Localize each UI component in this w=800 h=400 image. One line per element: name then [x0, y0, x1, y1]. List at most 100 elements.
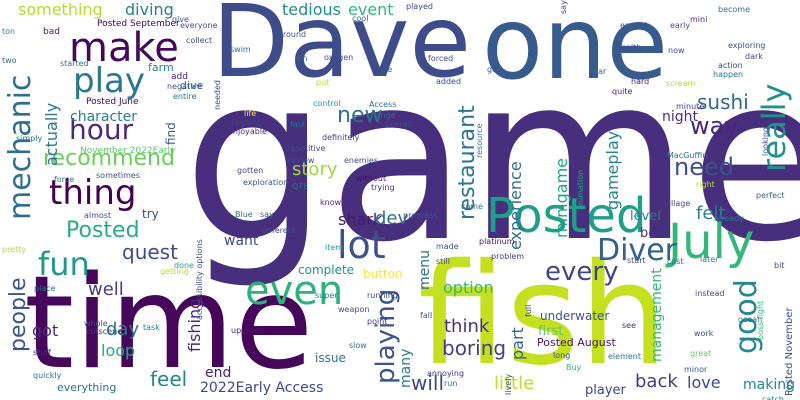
cloud-word: instead: [695, 289, 725, 298]
cloud-word: work: [694, 329, 714, 338]
cloud-word: tedious: [282, 0, 341, 19]
cloud-word: minute: [676, 102, 705, 111]
cloud-word: see: [622, 321, 637, 330]
cloud-word: enjoyable: [228, 127, 267, 136]
cloud-word: farm: [148, 61, 174, 74]
cloud-word: Blue: [235, 210, 253, 219]
cloud-word: trying: [371, 183, 395, 192]
cloud-word: management: [649, 268, 665, 362]
cloud-word: sin: [296, 54, 308, 63]
cloud-word: November 2022Early: [80, 146, 176, 156]
cloud-word: recommend: [43, 146, 175, 171]
cloud-word: July: [668, 214, 755, 270]
cloud-word: ocean: [738, 315, 763, 324]
cloud-word: made: [436, 242, 459, 251]
cloud-word: problem: [491, 252, 525, 261]
cloud-word: ton: [2, 27, 16, 36]
cloud-word: minor: [684, 365, 708, 374]
cloud-word: new: [337, 103, 383, 128]
cloud-word: actually: [42, 102, 61, 166]
cloud-word: quest: [122, 240, 178, 264]
cloud-word: felt: [696, 203, 726, 224]
cloud-word: dive: [180, 79, 204, 92]
cloud-word: Posted September: [97, 19, 180, 29]
cloud-word: complete: [298, 263, 355, 277]
cloud-word: annoying: [427, 369, 465, 378]
cloud-word: many: [398, 348, 414, 388]
cloud-word: gameplay: [603, 130, 622, 210]
cloud-word: want: [224, 233, 259, 249]
cloud-word: started: [60, 59, 89, 68]
cloud-word: swim: [230, 45, 251, 54]
cloud-word: underwater: [540, 309, 610, 323]
cloud-word: minigame: [552, 157, 571, 238]
cloud-word: done: [174, 261, 194, 270]
cloud-word: long: [553, 351, 571, 360]
cloud-word: entire: [173, 92, 197, 101]
cloud-word: platinum: [479, 237, 515, 246]
cloud-word: first: [538, 324, 564, 339]
cloud-word: back: [635, 371, 678, 392]
cloud-word: fall: [420, 311, 433, 320]
cloud-word: know: [320, 198, 342, 207]
cloud-word: sushi: [697, 90, 749, 114]
cloud-word: item: [325, 243, 344, 252]
cloud-word: gotten: [237, 166, 264, 175]
cloud-word: say: [260, 210, 274, 219]
cloud-word: 2022Early Access: [200, 380, 324, 396]
cloud-word: lively: [504, 373, 513, 395]
cloud-word: lot: [337, 223, 386, 267]
cloud-word: two: [2, 56, 17, 65]
cloud-word: upgrade: [231, 326, 265, 335]
cloud-word: less: [528, 39, 537, 55]
cloud-word: well: [88, 279, 124, 300]
cloud-word: make: [69, 25, 179, 71]
cloud-word: super: [315, 291, 338, 300]
cloud-word: now: [668, 46, 685, 55]
cloud-word: way: [690, 112, 739, 140]
cloud-word: enemies: [344, 156, 379, 165]
cloud-word: Posted November: [784, 307, 795, 396]
cloud-word: full: [524, 304, 533, 317]
cloud-word: diving: [125, 0, 174, 19]
cloud-word: around: [278, 30, 307, 39]
cloud-word: force: [54, 175, 75, 184]
cloud-word: mini: [690, 15, 708, 24]
cloud-word: say: [559, 0, 568, 14]
cloud-word: animation: [576, 169, 585, 210]
cloud-word: collect: [186, 36, 213, 45]
cloud-word: slow: [349, 341, 367, 350]
cloud-word: exploring: [728, 41, 766, 50]
cloud-word: task: [143, 323, 160, 332]
cloud-word: point: [367, 317, 388, 326]
cloud-word: put: [316, 78, 330, 87]
cloud-word: even: [245, 268, 344, 314]
cloud-word: bar: [593, 67, 607, 76]
cloud-word: playing: [371, 288, 401, 384]
cloud-word: dark: [745, 52, 763, 61]
cloud-word: Posted June: [86, 97, 139, 107]
cloud-word: go: [487, 65, 497, 74]
cloud-word: different: [262, 226, 296, 235]
cloud-word: whole: [84, 319, 108, 328]
cloud-word: day: [106, 319, 140, 340]
cloud-word: feel: [150, 367, 188, 391]
cloud-word: progress: [403, 211, 438, 220]
cloud-word: fun: [38, 245, 90, 283]
cloud-word: will: [411, 371, 445, 395]
cloud-word: almost: [84, 211, 112, 220]
cloud-word: something: [18, 0, 103, 19]
cloud-word: already: [714, 214, 744, 223]
cloud-word: repetitive: [287, 144, 326, 153]
cloud-word: life: [244, 109, 257, 118]
cloud-word: try: [142, 207, 159, 221]
cloud-word: health: [616, 43, 642, 52]
cloud-word: change: [366, 111, 396, 120]
cloud-word: start: [627, 256, 646, 265]
cloud-word: happen: [713, 70, 744, 79]
cloud-word: mechanic: [3, 74, 38, 220]
cloud-word: boss: [640, 226, 670, 241]
cloud-word: MacGuffin: [667, 151, 708, 160]
cloud-word: people: [6, 277, 31, 352]
